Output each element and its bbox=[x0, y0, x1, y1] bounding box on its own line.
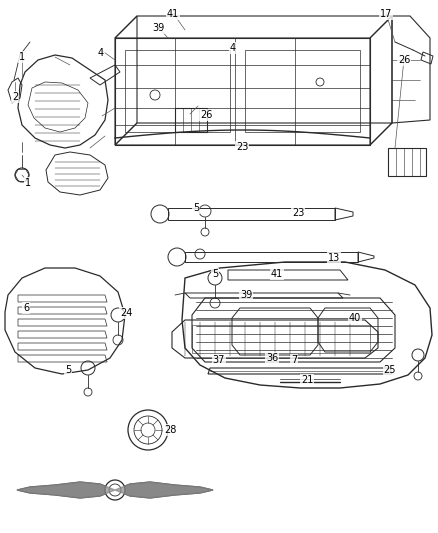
Text: 21: 21 bbox=[300, 375, 312, 385]
Polygon shape bbox=[115, 482, 212, 498]
Text: 41: 41 bbox=[166, 9, 179, 19]
Text: 36: 36 bbox=[265, 353, 278, 363]
Circle shape bbox=[105, 480, 125, 500]
Text: 6: 6 bbox=[23, 303, 29, 313]
Text: 5: 5 bbox=[65, 365, 71, 375]
Text: 1: 1 bbox=[19, 52, 25, 62]
Text: 23: 23 bbox=[235, 142, 247, 152]
Text: 7: 7 bbox=[290, 355, 297, 365]
Text: 37: 37 bbox=[212, 355, 225, 365]
Text: 4: 4 bbox=[230, 43, 236, 53]
Text: 25: 25 bbox=[383, 365, 396, 375]
Text: 1: 1 bbox=[25, 178, 31, 188]
Text: 26: 26 bbox=[397, 55, 409, 65]
Text: 17: 17 bbox=[379, 9, 391, 19]
Text: 5: 5 bbox=[212, 269, 218, 279]
Text: 5: 5 bbox=[192, 203, 199, 213]
Text: 39: 39 bbox=[152, 23, 164, 33]
Text: 4: 4 bbox=[98, 48, 104, 58]
Text: 23: 23 bbox=[291, 208, 304, 218]
Polygon shape bbox=[115, 482, 212, 498]
Text: 13: 13 bbox=[327, 253, 339, 263]
Polygon shape bbox=[17, 482, 115, 498]
Text: 39: 39 bbox=[239, 290, 251, 300]
Text: 28: 28 bbox=[163, 425, 176, 435]
Text: 40: 40 bbox=[348, 313, 360, 323]
Text: 26: 26 bbox=[199, 110, 212, 120]
Text: 41: 41 bbox=[270, 269, 283, 279]
Text: 2: 2 bbox=[12, 92, 18, 102]
Text: 24: 24 bbox=[120, 308, 132, 318]
Polygon shape bbox=[17, 482, 115, 498]
